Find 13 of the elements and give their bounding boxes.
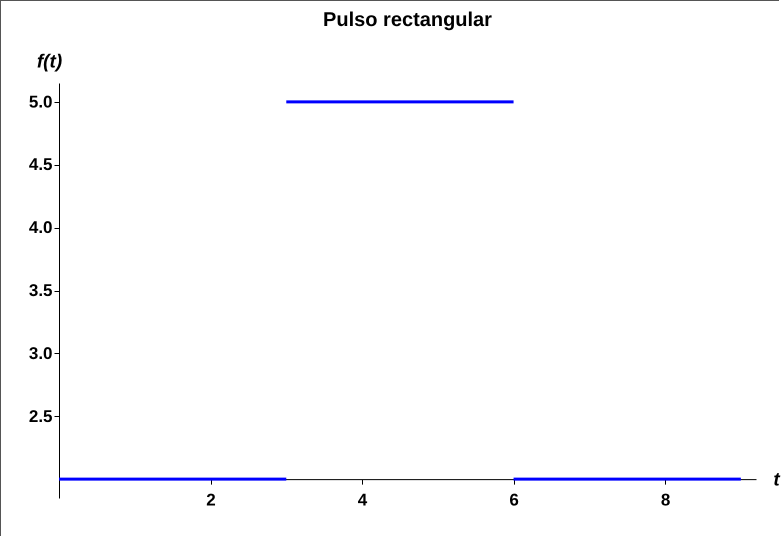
x-axis-title: t <box>773 470 780 491</box>
y-tick-label: 4.0 <box>28 218 52 238</box>
y-tick-label: 3.0 <box>28 344 52 363</box>
y-tick-label: 2.5 <box>28 406 52 426</box>
y-tick-label: 5.0 <box>28 92 52 112</box>
x-tick-label: 4 <box>358 490 368 510</box>
x-tick-label: 2 <box>206 490 216 510</box>
x-tick-label: 6 <box>509 490 519 510</box>
y-tick-label: 3.5 <box>28 281 52 300</box>
chart-title: Pulso rectangular <box>323 9 492 31</box>
y-axis-title: f(t) <box>36 52 62 72</box>
x-tick-label: 8 <box>660 490 670 510</box>
y-tick-label: 4.5 <box>28 155 52 174</box>
